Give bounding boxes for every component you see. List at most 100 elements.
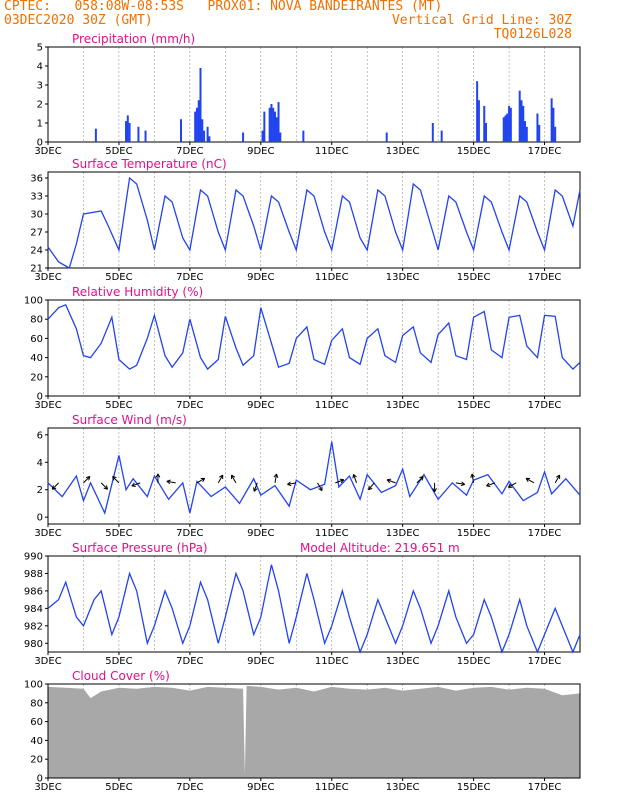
x-tick-label: 17DEC [528, 782, 562, 793]
x-tick-label: 15DEC [457, 782, 491, 793]
y-tick-label: 21 [30, 264, 43, 275]
panel-title: Precipitation (mm/h) [72, 32, 195, 46]
wind-arrow-head [287, 483, 292, 487]
precip-bar [180, 119, 182, 142]
x-tick-label: 17DEC [528, 656, 562, 667]
panel-frame [47, 555, 581, 653]
wind-arrow [287, 481, 297, 487]
precip-bar [440, 130, 443, 142]
wind-arrow [112, 476, 120, 484]
x-tick-label: 11DEC [315, 146, 349, 157]
wind-arrow-shaft [253, 482, 258, 492]
wind-arrow-head [253, 488, 258, 492]
panel-0: 0 1 2 3 4 5 3DEC 5DEC 7DEC 9DEC 11DEC 13DEC 15DEC 17D… [34, 32, 581, 157]
precip-bar [206, 126, 209, 142]
wind-arrow-head [231, 474, 236, 478]
precip-bar [483, 105, 486, 142]
series-line [47, 564, 581, 654]
x-tick-label: 15DEC [457, 400, 491, 411]
wind-arrow-head [471, 473, 475, 478]
wind-arrow [470, 473, 475, 483]
x-tick-label: 7DEC [176, 782, 203, 793]
wind-arrow-shaft [317, 482, 323, 491]
wind-arrow-shaft [131, 482, 141, 487]
precip-bar [194, 111, 197, 142]
panel-3: 0 2 4 6 3DEC 5DEC 7DEC 9DEC 11DEC 13DEC 15DEC 17DEC… [34, 413, 581, 539]
y-tick-label: 27 [30, 228, 43, 239]
precip-bar [270, 104, 273, 142]
x-tick-label: 13DEC [386, 782, 420, 793]
y-tick-label: 0 [37, 513, 43, 524]
wind-arrow-head [276, 473, 279, 478]
y-tick-label: 100 [24, 680, 43, 691]
wind-arrow-shaft [274, 473, 278, 483]
wind-arrow-head [353, 474, 357, 478]
wind-arrow-head [432, 488, 436, 493]
x-tick-label: 9DEC [247, 656, 274, 667]
precip-bar [509, 107, 512, 142]
y-tick-label: 3 [37, 81, 43, 92]
wind-arrow [486, 482, 496, 488]
wind-arrow [166, 479, 176, 485]
wind-arrow [155, 473, 161, 483]
wind-arrow-head [507, 483, 511, 488]
y-tick-label: 6 [37, 430, 43, 441]
x-tick-label: 7DEC [176, 272, 203, 283]
y-tick-label: 100 [24, 296, 43, 307]
wind-arrow-head [352, 474, 354, 479]
wind-arrow [273, 473, 279, 483]
x-tick-label: 5DEC [105, 782, 132, 793]
precip-bar [261, 130, 264, 142]
x-tick-label: 3DEC [34, 528, 61, 539]
x-tick-label: 17DEC [528, 528, 562, 539]
precip-bar [144, 130, 147, 142]
y-tick-label: 990 [24, 552, 43, 563]
x-tick-label: 3DEC [34, 782, 61, 793]
y-tick-label: 2 [37, 485, 43, 496]
x-tick-label: 13DEC [386, 146, 420, 157]
wind-arrow [317, 482, 323, 492]
precip-bar [538, 124, 541, 142]
panel-title: Surface Wind (m/s) [72, 413, 187, 427]
wind-arrow [83, 476, 91, 484]
wind-arrow-shaft [368, 482, 375, 491]
x-tick-label: 15DEC [457, 272, 491, 283]
wind-arrow-head [131, 485, 136, 488]
y-tick-label: 30 [30, 210, 43, 221]
wind-arrow-head [112, 476, 117, 479]
precip-bar [431, 123, 434, 142]
wind-arrow [525, 477, 535, 484]
precip-bar [275, 117, 278, 142]
y-tick-label: 982 [24, 621, 43, 632]
wind-arrow-head [460, 483, 465, 487]
precip-bar [125, 121, 128, 142]
wind-arrow [51, 482, 59, 490]
x-tick-label: 11DEC [315, 528, 349, 539]
precip-bar [277, 102, 280, 142]
series-line [47, 303, 581, 371]
y-tick-label: 24 [30, 246, 43, 257]
precip-bar [208, 136, 211, 142]
wind-arrow-head [486, 482, 490, 487]
precip-bar [485, 123, 488, 142]
wind-arrow-head [85, 476, 90, 479]
precip-bar [550, 98, 553, 142]
wind-arrow-shaft [83, 476, 91, 484]
precip-bar [242, 132, 245, 142]
precip-bar [199, 67, 202, 142]
wind-arrow [368, 482, 375, 491]
wind-arrow-head [88, 476, 91, 481]
panel-frame [47, 427, 581, 525]
precip-bar [126, 115, 129, 142]
precip-bar [525, 126, 528, 142]
wind-arrow-head [287, 481, 291, 485]
wind-arrow-head [131, 482, 135, 487]
wind-arrow [416, 476, 424, 484]
panel-5: 0 20 40 60 80 100 3DEC 5DEC 7DEC 9DEC 11DEC 13DEC 15… [24, 669, 581, 793]
x-tick-label: 3DEC [34, 146, 61, 157]
x-tick-label: 11DEC [315, 400, 349, 411]
x-tick-label: 9DEC [247, 528, 274, 539]
panel-title: Surface Temperature (nC) [72, 157, 227, 171]
x-tick-label: 13DEC [386, 400, 420, 411]
